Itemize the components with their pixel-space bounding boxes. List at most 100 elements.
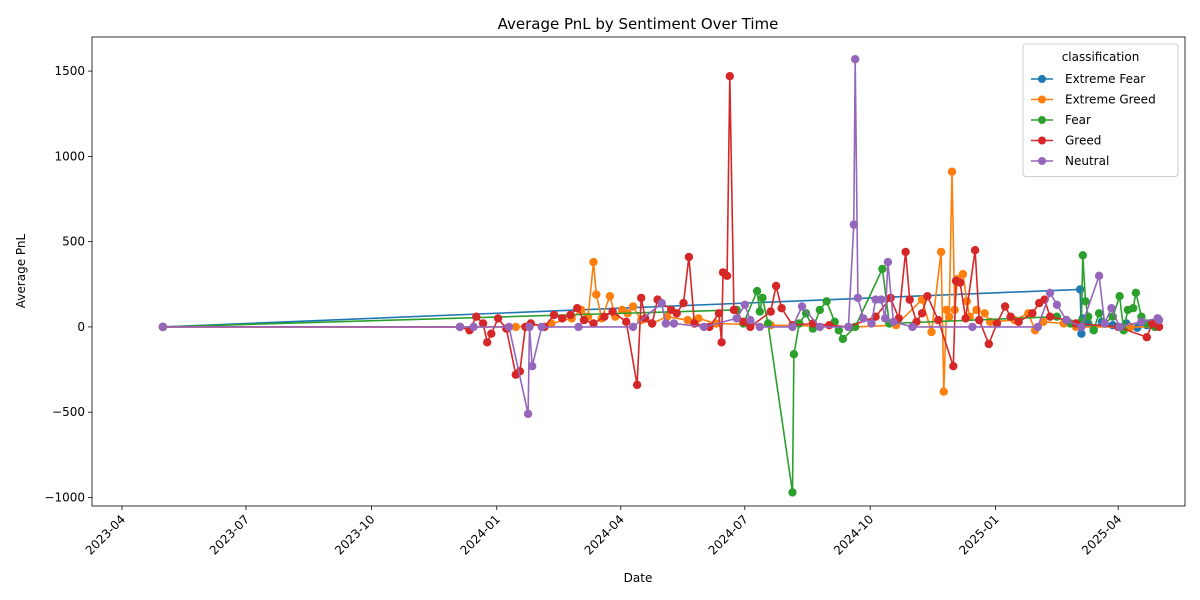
data-point bbox=[815, 322, 824, 332]
y-axis-title: Average PnL bbox=[14, 233, 28, 308]
legend-label: Greed bbox=[1065, 134, 1101, 148]
data-point bbox=[478, 319, 488, 328]
data-point bbox=[158, 322, 168, 332]
legend-swatch-marker bbox=[1038, 95, 1046, 104]
data-point bbox=[605, 292, 615, 301]
data-point bbox=[684, 252, 694, 262]
data-point bbox=[878, 264, 887, 274]
y-tick-label: −1000 bbox=[44, 490, 85, 504]
data-point bbox=[1006, 312, 1015, 321]
data-point bbox=[1000, 302, 1010, 311]
data-point bbox=[822, 297, 831, 306]
data-point bbox=[672, 309, 681, 318]
data-point bbox=[883, 257, 893, 267]
data-point bbox=[1148, 319, 1157, 328]
data-point bbox=[679, 298, 688, 308]
data-point bbox=[525, 322, 534, 332]
data-point bbox=[1075, 285, 1085, 294]
chart-title: Average PnL by Sentiment Over Time bbox=[498, 15, 779, 33]
data-point bbox=[483, 338, 492, 347]
data-point bbox=[504, 322, 514, 332]
data-point bbox=[608, 307, 617, 316]
data-point bbox=[472, 312, 481, 321]
data-point bbox=[600, 312, 609, 321]
data-point bbox=[766, 307, 775, 316]
data-point bbox=[797, 302, 807, 311]
data-point bbox=[788, 322, 797, 332]
data-point bbox=[970, 246, 980, 255]
data-point bbox=[789, 350, 799, 359]
data-point bbox=[746, 315, 755, 325]
legend-label: Extreme Fear bbox=[1065, 72, 1145, 86]
legend-label: Neutral bbox=[1065, 154, 1109, 168]
data-point bbox=[1077, 322, 1086, 332]
data-point bbox=[1142, 333, 1152, 342]
data-point bbox=[487, 329, 496, 338]
data-point bbox=[934, 315, 943, 325]
legend-swatch-marker bbox=[1038, 75, 1046, 83]
data-point bbox=[1131, 288, 1141, 297]
data-point bbox=[589, 257, 598, 267]
data-point bbox=[573, 304, 582, 313]
data-point bbox=[752, 286, 762, 296]
data-point bbox=[641, 314, 650, 323]
data-point bbox=[717, 338, 726, 347]
plot-frame bbox=[91, 36, 1186, 507]
data-point bbox=[628, 302, 638, 311]
data-point bbox=[881, 314, 890, 323]
legend-swatch-marker bbox=[1038, 157, 1046, 165]
data-point bbox=[740, 300, 749, 309]
y-tick-label: −500 bbox=[52, 405, 85, 419]
data-point bbox=[908, 322, 917, 332]
data-point bbox=[815, 305, 824, 315]
legend-swatch-marker bbox=[1038, 116, 1046, 124]
data-point bbox=[801, 309, 811, 318]
data-point bbox=[566, 310, 575, 320]
data-point bbox=[758, 293, 767, 303]
data-point bbox=[746, 322, 755, 332]
data-point bbox=[637, 293, 646, 303]
data-point bbox=[927, 327, 936, 337]
data-point bbox=[968, 322, 977, 332]
data-point bbox=[1028, 309, 1037, 318]
data-point bbox=[669, 319, 679, 328]
data-point bbox=[788, 488, 797, 497]
y-tick-label: 1000 bbox=[54, 149, 85, 163]
data-point bbox=[1078, 251, 1088, 260]
legend-label: Fear bbox=[1065, 113, 1091, 127]
data-point bbox=[1077, 329, 1086, 338]
data-point bbox=[889, 317, 898, 326]
data-point bbox=[980, 309, 989, 318]
data-point bbox=[942, 305, 951, 315]
data-point bbox=[683, 315, 692, 325]
data-point bbox=[574, 322, 583, 332]
data-point bbox=[984, 339, 993, 349]
data-point bbox=[901, 247, 910, 257]
data-point bbox=[853, 293, 863, 303]
data-point bbox=[851, 55, 860, 64]
data-point bbox=[849, 220, 858, 229]
data-point bbox=[763, 319, 773, 328]
data-point bbox=[936, 247, 946, 257]
legend-label: Extreme Greed bbox=[1065, 93, 1156, 107]
legend-swatch-marker bbox=[1038, 136, 1046, 145]
data-point bbox=[632, 380, 642, 390]
data-point bbox=[844, 322, 853, 332]
x-axis-title: Date bbox=[624, 571, 653, 585]
data-point bbox=[949, 362, 958, 371]
data-point bbox=[939, 387, 948, 396]
data-point bbox=[1094, 309, 1104, 318]
data-point bbox=[1014, 317, 1023, 326]
y-tick-label: 0 bbox=[77, 320, 85, 334]
legend: classification Extreme Fear Extreme Greed F… bbox=[1022, 43, 1179, 177]
data-point bbox=[661, 319, 670, 328]
data-point bbox=[1045, 312, 1055, 321]
data-point bbox=[755, 307, 764, 316]
data-point bbox=[732, 314, 741, 323]
data-point bbox=[1089, 326, 1098, 335]
data-point bbox=[825, 321, 834, 330]
data-point bbox=[628, 322, 638, 332]
data-point bbox=[469, 322, 478, 332]
legend-title: classification bbox=[1062, 50, 1140, 64]
